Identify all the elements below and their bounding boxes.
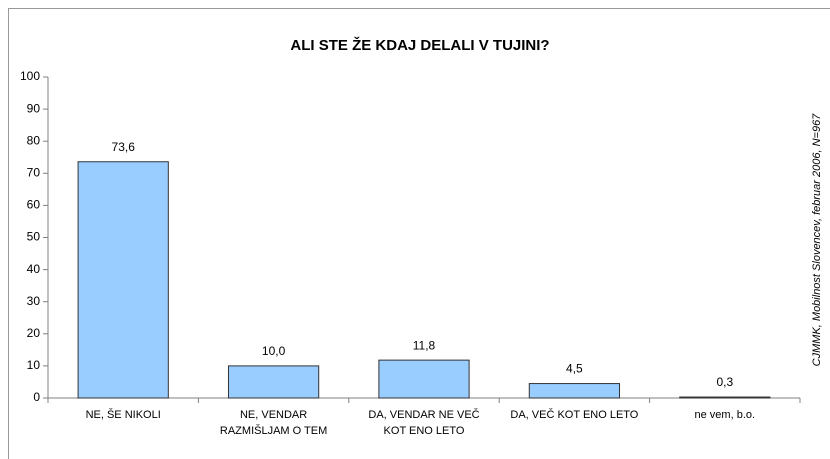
value-label: 0,3 bbox=[716, 375, 733, 389]
y-tick-label: 70 bbox=[27, 165, 41, 179]
x-tick-label: ne vem, b.o. bbox=[694, 409, 756, 421]
y-tick-label: 40 bbox=[27, 262, 41, 276]
y-tick-label: 20 bbox=[27, 326, 41, 340]
source-note: CJMMK, Mobilnost Slovencev, februar 2006… bbox=[811, 113, 823, 366]
bar bbox=[528, 383, 621, 399]
y-tick-label: 30 bbox=[27, 294, 41, 308]
y-tick-label: 100 bbox=[20, 69, 40, 83]
value-label: 73,6 bbox=[112, 140, 136, 154]
bar bbox=[227, 365, 320, 399]
y-tick-label: 90 bbox=[27, 101, 41, 115]
y-tick-label: 50 bbox=[27, 230, 41, 244]
bar bbox=[77, 161, 169, 399]
y-tick-label: 10 bbox=[27, 358, 41, 372]
y-tick-label: 60 bbox=[27, 198, 41, 212]
x-tick-label: NE, ŠE NIKOLI bbox=[85, 409, 161, 421]
x-tick-label: DA, VENDAR NE VEČ KOT ENO LETO bbox=[368, 409, 480, 437]
bar bbox=[679, 396, 771, 399]
y-tick-label: 0 bbox=[33, 390, 40, 404]
value-label: 11,8 bbox=[413, 338, 436, 352]
chart-frame bbox=[8, 8, 830, 459]
value-label: 10,0 bbox=[262, 344, 286, 358]
x-tick-label: NE, VENDAR RAZMIŠLJAM O TEM bbox=[219, 409, 328, 437]
x-tick-label: DA, VEČ KOT ENO LETO bbox=[510, 409, 639, 421]
value-label: 4,5 bbox=[566, 362, 583, 376]
bar bbox=[378, 359, 470, 399]
y-tick-label: 80 bbox=[27, 133, 41, 147]
chart-title: ALI STE ŽE KDAJ DELALI V TUJINI? bbox=[290, 36, 549, 54]
